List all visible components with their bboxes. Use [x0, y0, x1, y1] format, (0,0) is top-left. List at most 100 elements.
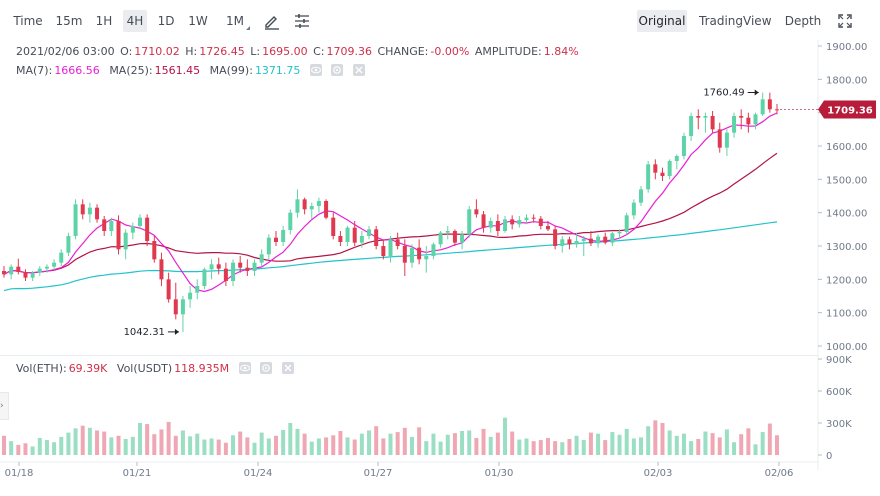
volume-bar: [245, 437, 250, 455]
volume-bar: [152, 434, 157, 455]
candle-body: [653, 164, 658, 173]
indicator-settings-icon[interactable]: [292, 10, 312, 32]
candle-body: [123, 232, 128, 250]
candle-body: [188, 292, 193, 300]
volume-bar: [52, 442, 57, 455]
ohlc-date: 2021/02/06 03:00: [16, 45, 115, 58]
date-tick-label: 01/18: [5, 468, 34, 479]
interval-time[interactable]: Time: [13, 14, 43, 28]
volume-bar: [259, 432, 264, 455]
view-depth[interactable]: Depth: [784, 14, 822, 28]
high-annotation-arrowhead: [754, 89, 759, 96]
volume-bar: [195, 433, 200, 455]
vol-usdt-value: 118.935M: [174, 362, 230, 375]
candle-body: [424, 256, 429, 260]
volume-tick-label: 900K: [826, 355, 852, 366]
interval-1h[interactable]: 1H: [95, 14, 113, 28]
candle-body: [395, 239, 400, 246]
change-value: -0.00%: [430, 45, 470, 58]
volume-bar: [674, 435, 679, 455]
volume-bar: [631, 438, 636, 455]
vol-close-icon[interactable]: [281, 362, 294, 374]
candle-body: [610, 233, 615, 243]
vol-settings-gear-icon[interactable]: [260, 362, 273, 374]
volume-bar: [116, 435, 121, 455]
volume-bar: [345, 437, 350, 455]
volume-bar: [775, 435, 779, 455]
draw-pen-icon[interactable]: [262, 10, 282, 32]
candle-body: [624, 215, 629, 232]
candle-body: [724, 132, 729, 148]
price-tick-label: 1300.00: [826, 242, 867, 253]
volume-bar: [639, 437, 644, 455]
price-tick-label: 1600.00: [826, 142, 867, 153]
candle-body: [281, 230, 286, 242]
volume-bar: [273, 435, 278, 455]
candle-body: [202, 269, 207, 286]
collapse-panel-chevron-icon[interactable]: ›: [0, 392, 9, 420]
volume-bar: [37, 437, 42, 455]
amplitude-label: AMPLITUDE:: [474, 45, 542, 58]
volume-bar: [495, 432, 500, 455]
vol-visibility-eye-icon[interactable]: [238, 362, 251, 374]
candle-body: [2, 271, 6, 275]
volume-bar: [188, 436, 193, 455]
price-tick-label: 1100.00: [826, 309, 867, 320]
date-tick-label: 02/06: [765, 468, 794, 479]
view-tradingview[interactable]: TradingView: [699, 14, 772, 28]
ma-settings-gear-icon[interactable]: [331, 64, 344, 76]
date-tick-label: 01/21: [123, 468, 152, 479]
volume-bar: [653, 420, 658, 455]
candle-body: [130, 226, 135, 233]
pane-divider[interactable]: [0, 355, 818, 356]
interval-15m[interactable]: 15m: [55, 14, 83, 28]
volume-bar: [338, 431, 343, 455]
volume-bar: [231, 435, 236, 455]
volume-tick-label: 600K: [826, 387, 852, 398]
price-tick-label: 1800.00: [826, 75, 867, 86]
volume-bar: [95, 430, 100, 455]
candle-body: [388, 239, 393, 256]
volume-bar: [753, 444, 758, 455]
volume-bar: [44, 440, 49, 455]
ma99-label: MA(99):: [209, 64, 253, 77]
candle-body: [588, 238, 593, 244]
candle-body: [696, 116, 701, 118]
volume-bar: [130, 436, 135, 455]
interval-1d[interactable]: 1D: [157, 14, 175, 28]
volume-bar: [667, 430, 672, 455]
volume-bar: [732, 442, 737, 455]
candle-body: [345, 227, 350, 242]
ma-visibility-eye-icon[interactable]: [309, 64, 322, 76]
price-tick-label: 1500.00: [826, 175, 867, 186]
candle-body: [553, 229, 558, 246]
volume-bar: [510, 431, 515, 455]
volume-bar: [395, 432, 400, 455]
interval-1m[interactable]: 1M: [222, 10, 250, 32]
candle-body: [23, 272, 28, 278]
volume-bar: [581, 440, 586, 455]
fullscreen-icon[interactable]: [836, 10, 854, 32]
interval-1w[interactable]: 1W: [188, 14, 208, 28]
interval-1m-label: 1M: [226, 14, 244, 28]
candle-body: [359, 236, 364, 243]
price-tick-label: 1000.00: [826, 342, 867, 353]
volume-bar: [352, 439, 357, 455]
candle-body: [273, 237, 278, 242]
candle-body: [431, 244, 436, 256]
volume-bar: [438, 441, 443, 455]
volume-bar: [467, 430, 472, 455]
candle-body: [467, 209, 472, 235]
candle-body: [331, 217, 336, 236]
ma-close-icon[interactable]: [352, 64, 365, 76]
volume-bar: [73, 428, 78, 455]
interval-4h[interactable]: 4H: [123, 10, 147, 32]
volume-bar: [359, 433, 364, 455]
candle-body: [238, 262, 243, 268]
view-original[interactable]: Original: [637, 10, 687, 32]
candle-body: [374, 229, 379, 246]
volume-bar: [760, 432, 765, 455]
volume-bar: [9, 441, 14, 455]
volume-bar: [560, 442, 565, 455]
